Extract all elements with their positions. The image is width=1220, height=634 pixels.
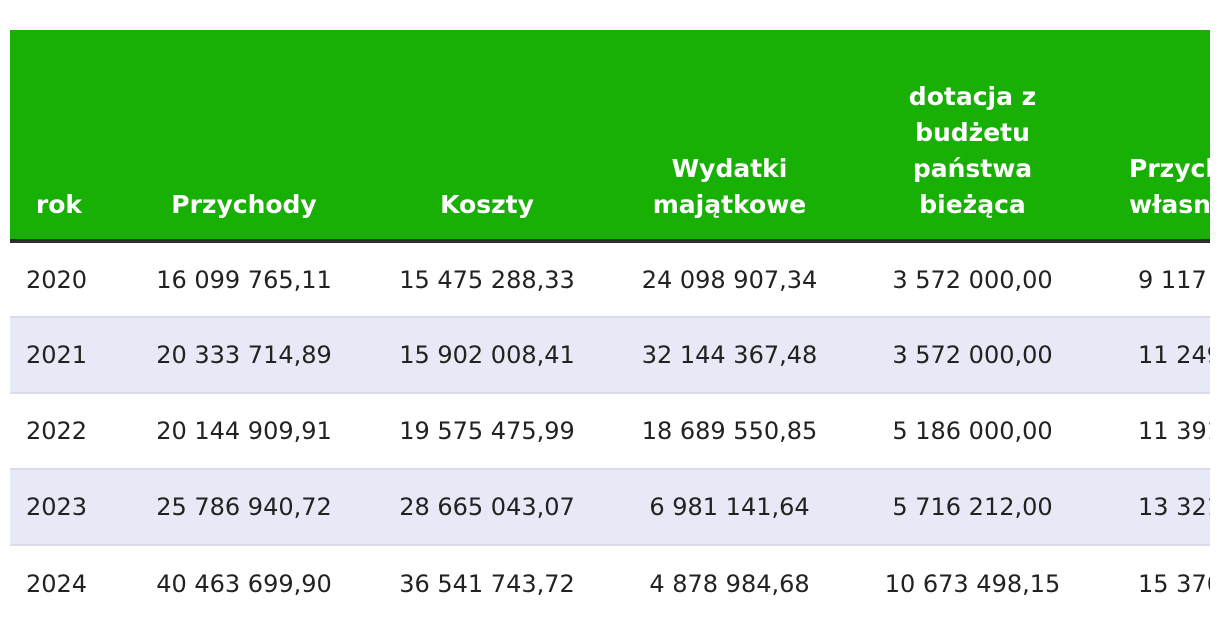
cell-przychody: 20 144 909,91 [108,393,380,470]
cell-koszty: 15 475 288,33 [380,241,594,318]
cell-koszty: 28 665 043,07 [380,469,594,546]
table-row: 2023 25 786 940,72 28 665 043,07 6 981 1… [10,469,1210,546]
header-przychody: Przychody [108,30,380,243]
cell-wydatki: 4 878 984,68 [649,569,810,598]
cell-koszty: 15 902 008,41 [380,317,594,394]
financial-table: rok Przychody Koszty Wydatki majątkowe d… [10,30,1210,621]
table-row: 2020 16 099 765,11 15 475 288,33 24 098 … [10,241,1210,318]
cell-rok: 2024 [26,569,88,598]
header-przychody-wlasne: Przychody własne [1080,30,1210,243]
table-header: rok Przychody Koszty Wydatki majątkowe d… [10,30,1210,243]
table-row: 2021 20 333 714,89 15 902 008,41 32 144 … [10,317,1210,394]
header-koszty: Koszty [380,30,594,243]
cell-wydatki: 32 144 367,48 [594,317,865,394]
cell-dotacja: 3 572 000,00 [865,241,1080,318]
cell-rok: 2023 [10,469,108,546]
cell-dotacja: 3 572 000,00 [865,317,1080,394]
cell-koszty: 19 575 475,99 [380,393,594,470]
cell-wlasne: 13 321 [1080,469,1210,546]
cell-wlasne: 9 117 [1080,241,1210,318]
cell-rok: 2022 [10,393,108,470]
cell-przychody: 40 463 699,90 [156,569,332,598]
financial-table-container: rok Przychody Koszty Wydatki majątkowe d… [10,30,1210,634]
cell-przychody: 20 333 714,89 [108,317,380,394]
header-rok: rok [10,30,108,243]
cell-rok: 2020 [10,241,108,318]
cell-wydatki: 6 981 141,64 [594,469,865,546]
cell-przychody: 25 786 940,72 [108,469,380,546]
cell-wlasne: 11 249 [1080,317,1210,394]
cell-przychody: 16 099 765,11 [108,241,380,318]
cell-wlasne: 15 370 [1138,569,1210,598]
cell-dotacja: 5 716 212,00 [865,469,1080,546]
table-row: 2022 20 144 909,91 19 575 475,99 18 689 … [10,393,1210,470]
header-row: rok Przychody Koszty Wydatki majątkowe d… [10,30,1210,243]
header-wydatki-majatkowe: Wydatki majątkowe [594,30,865,243]
table-row: 2024 40 463 699,90 36 541 743,72 4 878 9… [10,545,1210,621]
cell-wydatki: 18 689 550,85 [594,393,865,470]
cell-koszty: 36 541 743,72 [399,569,575,598]
cell-wydatki: 24 098 907,34 [594,241,865,318]
header-dotacja: dotacja z budżetu państwa bieżąca [865,30,1080,243]
table-body: 2020 16 099 765,11 15 475 288,33 24 098 … [10,241,1210,621]
cell-dotacja: 5 186 000,00 [865,393,1080,470]
cell-rok: 2021 [10,317,108,394]
cell-wlasne: 11 391 [1080,393,1210,470]
cell-dotacja: 10 673 498,15 [884,569,1061,598]
